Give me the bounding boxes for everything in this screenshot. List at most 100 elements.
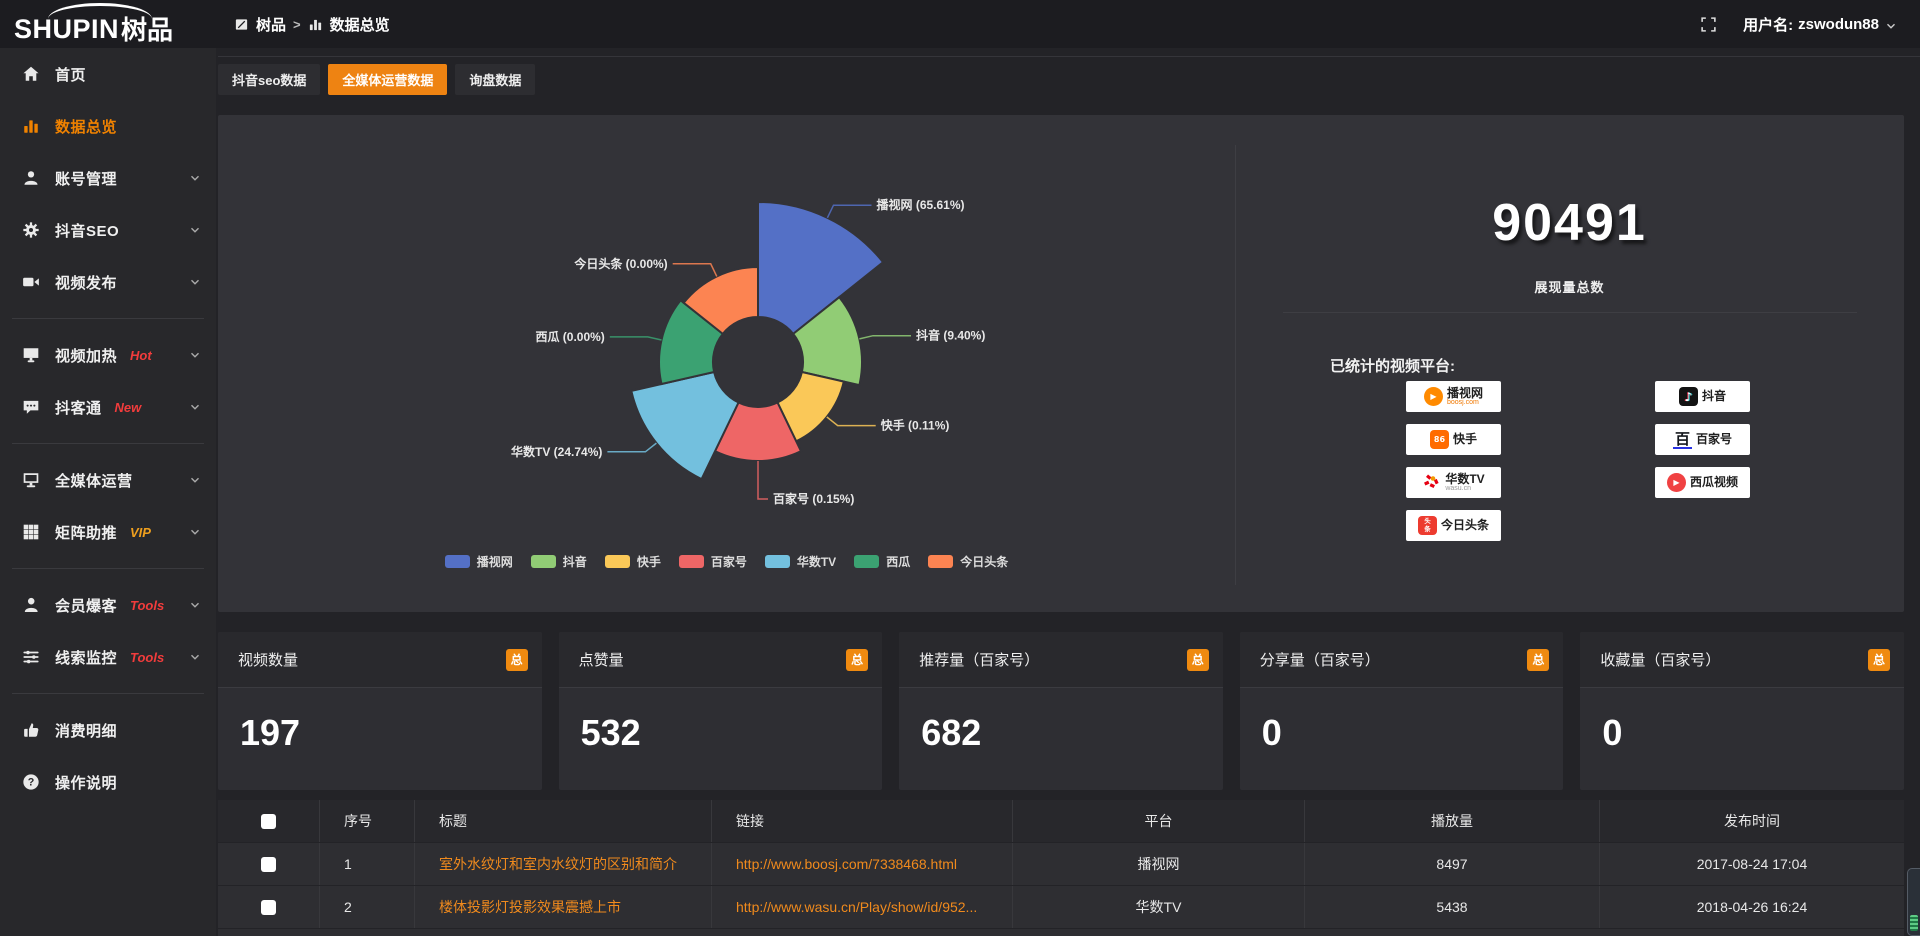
tab[interactable]: 询盘数据 [455, 64, 536, 95]
stat-card-value: 532 [580, 712, 641, 753]
legend-item[interactable]: 播视网 [444, 553, 513, 570]
chevron-down-icon [188, 650, 202, 664]
chevron-down-icon [188, 598, 202, 612]
chevron-down-icon [188, 473, 202, 487]
sidebar-item[interactable]: ? 操作说明 [0, 756, 216, 808]
sidebar-divider [12, 693, 204, 694]
scroll-indicator[interactable] [1907, 868, 1920, 936]
stat-card-label: 视频数量 [238, 652, 299, 669]
table-header-cell: 发布时间 [1724, 813, 1780, 829]
platform-logo: ▶ 播视网 boosj.com [1406, 381, 1501, 412]
sidebar-item[interactable]: 视频加热 Hot [0, 329, 216, 381]
table-cell-title[interactable]: 室外水纹灯和室内水纹灯的区别和简介 [415, 843, 712, 885]
total-badge: 总 [505, 648, 528, 671]
gear-icon [22, 221, 40, 239]
stat-cards-row: 视频数量总 197 点赞量总 532 推荐量（百家号）总 682 分享量（百家号）总 0 收藏量… [218, 632, 1904, 790]
bar-chart-icon [22, 117, 40, 135]
table-header-cell: 序号 [320, 800, 415, 842]
app-logo[interactable]: SHUPIN 树品 [14, 0, 216, 48]
legend-item[interactable]: 西瓜 [854, 553, 910, 570]
sidebar-item[interactable]: 数据总览 [0, 100, 216, 152]
table-cell-time: 2018-04-26 16:24 [1696, 899, 1808, 915]
user-menu[interactable]: 用户名: zswodun88 [1743, 14, 1898, 35]
chat-icon [22, 398, 40, 416]
sidebar-item[interactable]: 会员爆客 Tools [0, 579, 216, 631]
home-icon [22, 65, 40, 83]
table-cell-num: 1 [320, 843, 415, 885]
member-icon [22, 596, 40, 614]
total-badge: 总 [1527, 648, 1550, 671]
impressions-summary: 90491 展现量总数 已统计的视频平台: ▶ 播视网 boosj.com ♪ 抖音 86… [1235, 115, 1904, 612]
video-camera-icon [22, 273, 40, 291]
legend-item[interactable]: 快手 [604, 553, 661, 570]
impressions-total-value: 90491 [1492, 194, 1647, 252]
thumb-icon [22, 721, 40, 739]
legend-item[interactable]: 今日头条 [928, 553, 1008, 570]
legend-item[interactable]: 抖音 [530, 553, 587, 570]
stat-card-value: 0 [1602, 712, 1623, 753]
sidebar-item-label: 视频加热 [55, 347, 118, 365]
sidebar-item[interactable]: 全媒体运营 [0, 454, 216, 506]
breadcrumb: 树品 > 数据总览 [234, 0, 390, 48]
sidebar-item[interactable]: 首页 [0, 48, 216, 100]
row-checkbox[interactable] [261, 813, 276, 829]
sidebar-item-label: 会员爆客 [55, 597, 118, 615]
sidebar-item[interactable]: 视频发布 [0, 256, 216, 308]
monitor-icon [22, 471, 40, 489]
chevron-down-icon [188, 223, 202, 237]
breadcrumb-item[interactable]: 树品 [256, 16, 287, 34]
breadcrumb-item[interactable]: 数据总览 [329, 16, 390, 34]
stat-card: 视频数量 总 197 [218, 632, 542, 790]
legend-swatch [928, 555, 954, 568]
pie-slice[interactable] [791, 295, 863, 387]
table-cell-plays: 8497 [1305, 843, 1600, 885]
chevron-down-icon [188, 400, 202, 414]
legend-swatch [530, 555, 556, 568]
chevron-down-icon [188, 275, 202, 289]
sidebar-divider [12, 443, 204, 444]
question-icon: ? [22, 773, 40, 791]
sidebar-item[interactable]: 矩阵助推 VIP [0, 506, 216, 558]
pie-slice[interactable] [630, 370, 740, 481]
window-icon [234, 17, 249, 32]
platform-logo: ▶ 西瓜视频 [1655, 467, 1750, 498]
chart-legend: 播视网 抖音 快手 百家号 华数TV 西瓜 今日头条 [218, 553, 1235, 570]
sidebar-item[interactable]: 线索监控 Tools [0, 631, 216, 683]
svg-text:?: ? [28, 777, 35, 789]
pie-slice[interactable] [757, 200, 885, 336]
kuaishou-icon: 86 [1429, 430, 1449, 449]
table-cell-link[interactable]: http://www.boosj.com/7338468.html [712, 843, 1013, 885]
sidebar-item[interactable]: 抖客通 New [0, 381, 216, 433]
row-checkbox[interactable] [261, 856, 276, 872]
overview-panel: 播视网 (65.61%) 抖音 (9.40%) 快手 (0.11%) 百家号 (0.1… [218, 115, 1904, 612]
sidebar-item[interactable]: 抖音SEO [0, 204, 216, 256]
tab[interactable]: 抖音seo数据 [218, 64, 321, 95]
legend-label: 今日头条 [960, 555, 1009, 569]
toutiao-icon: 头条 [1417, 516, 1437, 535]
stat-card-header: 分享量（百家号） 总 [1239, 632, 1564, 688]
legend-item[interactable]: 华数TV [764, 553, 836, 570]
sliders-icon [22, 648, 40, 666]
legend-swatch [764, 555, 790, 568]
platform-name: 播视网 [1446, 385, 1483, 400]
pie-label-line [609, 336, 662, 341]
tab[interactable]: 全媒体运营数据 [328, 64, 448, 95]
stat-card: 推荐量（百家号） 总 682 [899, 632, 1223, 790]
total-badge: 总 [846, 648, 869, 671]
table-row-partial [218, 929, 1904, 936]
fullscreen-icon[interactable] [1700, 16, 1717, 33]
sidebar-item[interactable]: 消费明细 [0, 704, 216, 756]
platform-sub: wasu.cn [1445, 485, 1472, 493]
topbar-right: 用户名: zswodun88 [1700, 0, 1898, 48]
username-value: zswodun88 [1798, 15, 1879, 33]
platform-share-pie-chart: 播视网 (65.61%) 抖音 (9.40%) 快手 (0.11%) 百家号 (0.1… [511, 197, 985, 506]
pie-slice[interactable] [682, 265, 759, 336]
total-badge: 总 [1186, 648, 1209, 671]
sidebar-divider [12, 568, 204, 569]
row-checkbox[interactable] [261, 899, 276, 915]
table-cell-link[interactable]: http://www.wasu.cn/Play/show/id/952... [712, 886, 1013, 928]
legend-item[interactable]: 百家号 [678, 553, 747, 570]
table-header-cell: 平台 [1013, 800, 1305, 842]
table-cell-title[interactable]: 楼体投影灯投影效果震撼上市 [415, 886, 712, 928]
sidebar-item[interactable]: 账号管理 [0, 152, 216, 204]
